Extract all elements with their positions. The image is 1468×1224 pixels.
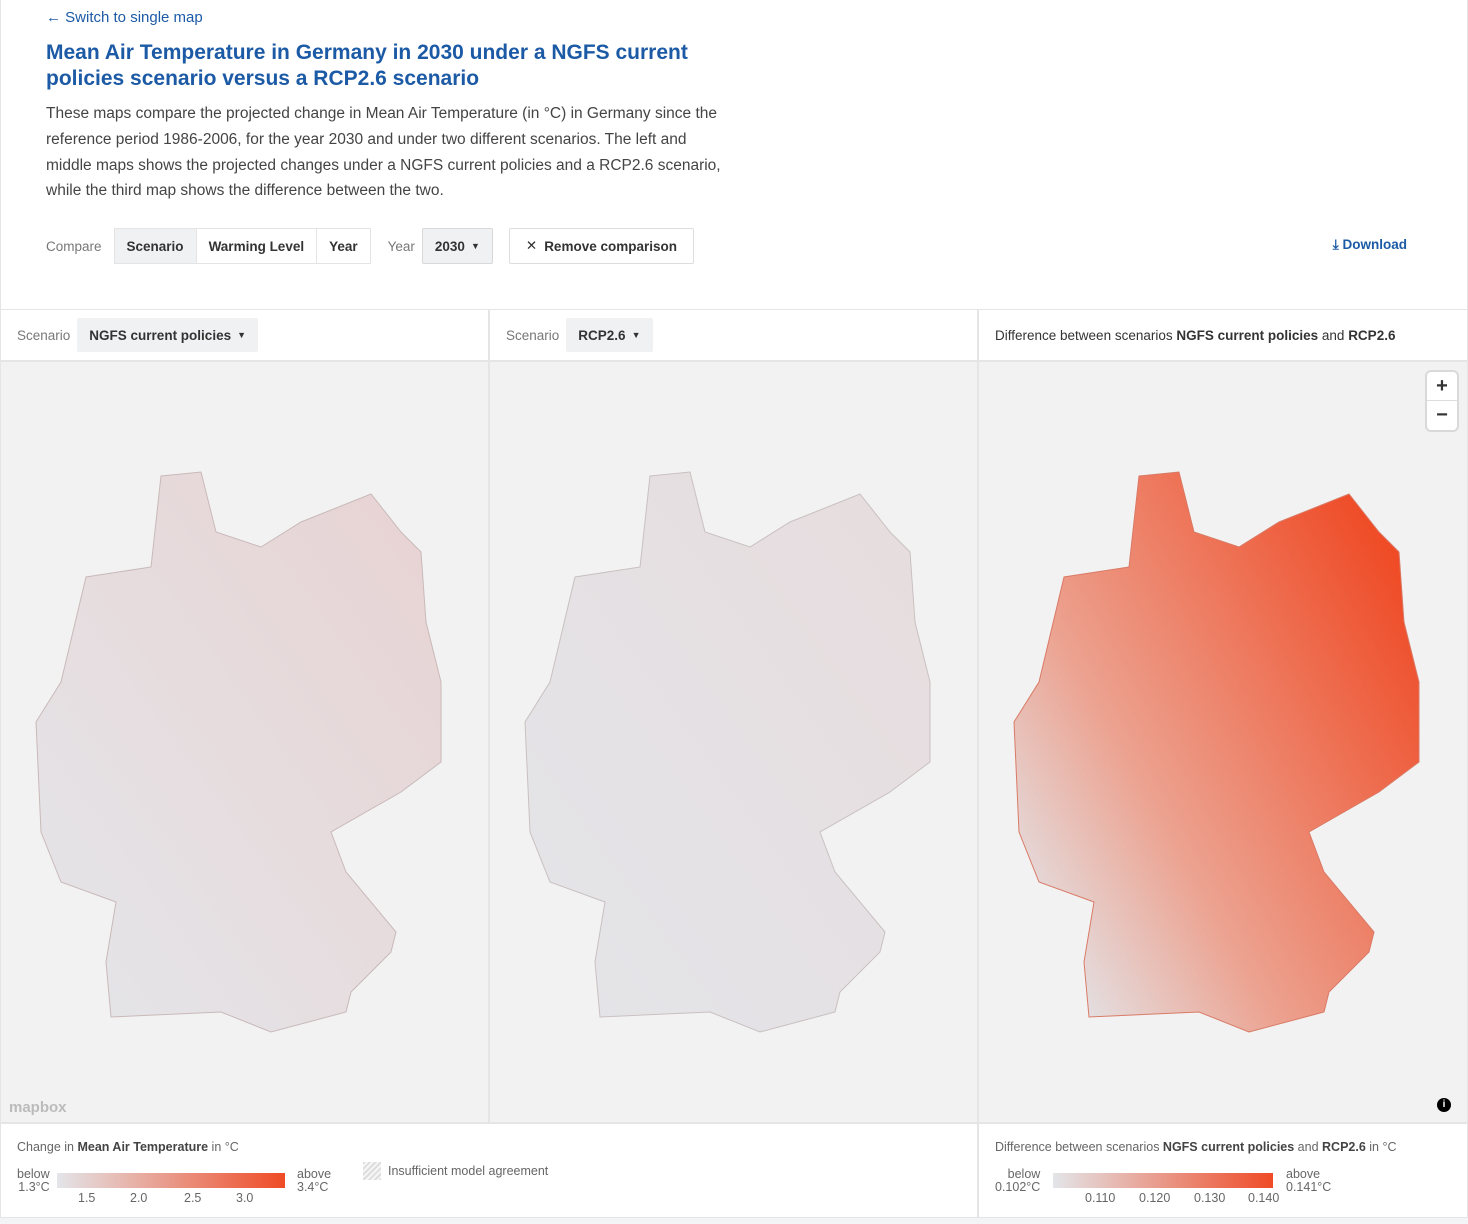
panel-middle-header: Scenario RCP2.6 ▼ bbox=[489, 309, 978, 361]
legend-tick: 2.0 bbox=[130, 1191, 148, 1205]
legend-color-bar bbox=[57, 1173, 285, 1188]
caret-down-icon: ▼ bbox=[470, 241, 480, 251]
legend-tick: 0.130 bbox=[1194, 1191, 1226, 1205]
compare-label: Compare bbox=[46, 238, 102, 254]
legend-diff-title: Difference between scenarios NGFS curren… bbox=[995, 1140, 1397, 1154]
legend-tick: 1.5 bbox=[78, 1191, 96, 1205]
legend-tick: 3.0 bbox=[236, 1191, 254, 1205]
close-icon: ✕ bbox=[525, 238, 538, 253]
legend-tick: 0.120 bbox=[1139, 1191, 1171, 1205]
map-middle[interactable] bbox=[489, 361, 978, 1123]
legend-above: above 3.4°C bbox=[297, 1167, 332, 1194]
germany-shape bbox=[524, 471, 931, 1033]
map-right[interactable]: + − i bbox=[978, 361, 1468, 1123]
legend-diff-above: above 0.141°C bbox=[1286, 1167, 1332, 1194]
germany-map-left bbox=[35, 471, 442, 1033]
legend-title: Change in Mean Air Temperature in °C bbox=[17, 1140, 239, 1154]
zoom-out-button[interactable]: − bbox=[1436, 404, 1448, 426]
download-button[interactable]: ⤓ Download bbox=[1332, 237, 1407, 252]
zoom-in-button[interactable]: + bbox=[1427, 372, 1457, 401]
scenario-label: Scenario bbox=[506, 327, 560, 343]
difference-title: Difference between scenarios NGFS curren… bbox=[995, 327, 1396, 343]
year-select[interactable]: 2030 ▼ bbox=[421, 228, 493, 264]
hatch-label: Insufficient model agreement bbox=[388, 1164, 549, 1178]
germany-map-middle bbox=[524, 471, 931, 1033]
year-label: Year bbox=[387, 238, 415, 254]
mapbox-logo[interactable]: mapbox bbox=[9, 1099, 67, 1116]
legend-main: Change in Mean Air Temperature in °C bel… bbox=[0, 1123, 978, 1218]
panel-right-header: Difference between scenarios NGFS curren… bbox=[978, 309, 1468, 361]
caret-down-icon: ▼ bbox=[631, 330, 641, 340]
legend-diff-below: below 0.102°C bbox=[995, 1167, 1041, 1194]
zoom-control: + − bbox=[1427, 372, 1457, 430]
hatch-swatch bbox=[363, 1162, 381, 1180]
arrow-left-icon: ← bbox=[46, 9, 66, 26]
compare-warming-level[interactable]: Warming Level bbox=[197, 229, 318, 263]
caret-down-icon: ▼ bbox=[237, 330, 247, 340]
scenario-left-select[interactable]: NGFS current policies ▼ bbox=[77, 318, 259, 352]
page-title: Mean Air Temperature in Germany in 2030 … bbox=[46, 41, 688, 90]
germany-map-right bbox=[1013, 471, 1420, 1033]
legend-diff: Difference between scenarios NGFS curren… bbox=[978, 1123, 1468, 1218]
compare-year[interactable]: Year bbox=[329, 238, 358, 254]
compare-segmented: Scenario Warming Level Year bbox=[113, 228, 371, 264]
compare-scenario[interactable]: Scenario bbox=[114, 229, 197, 263]
legend-tick: 2.5 bbox=[184, 1191, 202, 1205]
header-section: ← Switch to single map Mean Air Temperat… bbox=[0, 0, 1468, 309]
scenario-label: Scenario bbox=[17, 327, 71, 343]
legend-below: below 1.3°C bbox=[17, 1167, 50, 1194]
map-left[interactable]: mapbox bbox=[0, 361, 489, 1123]
info-icon[interactable]: i bbox=[1437, 1098, 1451, 1112]
remove-comparison-button[interactable]: ✕ Remove comparison bbox=[508, 228, 694, 264]
page-description: These maps compare the projected change … bbox=[46, 105, 721, 200]
legend-diff-color-bar bbox=[1053, 1173, 1273, 1188]
scenario-middle-select[interactable]: RCP2.6 ▼ bbox=[566, 318, 653, 352]
download-icon: ⤓ bbox=[1332, 237, 1343, 252]
switch-single-map-link[interactable]: ← Switch to single map bbox=[46, 9, 203, 26]
legend-tick: 0.140 bbox=[1248, 1191, 1280, 1205]
legend-tick: 0.110 bbox=[1085, 1191, 1116, 1205]
panel-left-header: Scenario NGFS current policies ▼ bbox=[0, 309, 489, 361]
germany-shape bbox=[35, 471, 442, 1033]
germany-shape bbox=[1013, 471, 1420, 1033]
